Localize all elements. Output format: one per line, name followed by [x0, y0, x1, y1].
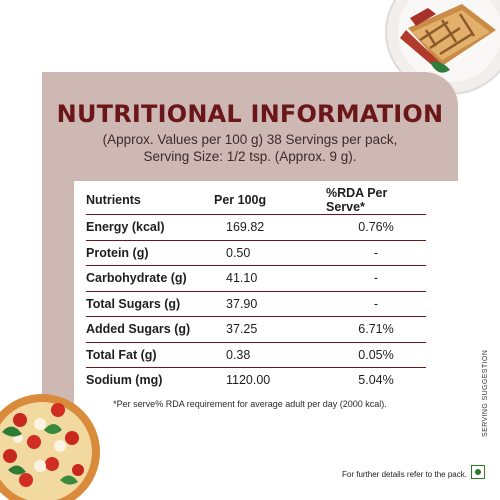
table-row: Total Sugars (g) 37.90 - [86, 291, 426, 317]
nutrient-name: Protein (g) [86, 240, 214, 266]
rda-value: - [326, 291, 426, 317]
pizza-image [0, 394, 100, 500]
per-100g-value: 0.38 [214, 342, 326, 368]
rda-value: - [326, 265, 426, 292]
rda-value: - [326, 240, 426, 266]
rda-value: 5.04% [358, 373, 394, 388]
page-title: NUTRITIONAL INFORMATION [56, 100, 444, 128]
rda-value: 0.05% [326, 342, 426, 368]
serving-info-line-2: Serving Size: 1/2 tsp. (Approx. 9 g). [143, 149, 357, 164]
column-header-per-100g: Per 100g [214, 186, 326, 215]
per-100g-value: 41.10 [214, 265, 326, 292]
table-row: Protein (g) 0.50 - [86, 240, 426, 266]
nutrient-name: Total Sugars (g) [86, 291, 214, 317]
nutrition-table: Nutrients Per 100g %RDA Per Serve* Energ… [86, 186, 426, 393]
per-100g-value: 37.90 [214, 291, 326, 317]
table-row: Total Fat (g) 0.38 0.05% [86, 342, 426, 368]
nutrient-name: Sodium (mg) [86, 373, 163, 388]
rda-footnote: *Per serve% RDA requirement for average … [113, 399, 387, 409]
rda-value: 6.71% [326, 316, 426, 343]
per-100g-value: 37.25 [214, 316, 326, 343]
serving-suggestion-label: SERVING SUGGESTION [482, 349, 489, 437]
rda-value: 0.76% [326, 214, 426, 241]
per-100g-value: 1120.00 [226, 373, 271, 388]
further-details-note: For further details refer to the pack. [342, 470, 467, 479]
nutrient-name: Added Sugars (g) [86, 316, 214, 343]
per-100g-value: 0.50 [214, 240, 326, 266]
column-header-rda: %RDA Per Serve* [326, 186, 426, 215]
table-header-row: Nutrients Per 100g %RDA Per Serve* [86, 186, 426, 215]
table-row: Carbohydrate (g) 41.10 - [86, 265, 426, 292]
column-header-nutrients: Nutrients [86, 186, 214, 215]
table-row: Energy (kcal) 169.82 0.76% [86, 214, 426, 241]
nutrient-name: Total Fat (g) [86, 342, 214, 368]
nutrient-name: Energy (kcal) [86, 214, 214, 241]
table-row: Sodium (mg) 1120.00 5.04% [86, 368, 426, 393]
table-row: Added Sugars (g) 37.25 6.71% [86, 316, 426, 343]
vegetarian-mark-icon [471, 465, 485, 479]
vegetarian-dot [474, 468, 481, 475]
nutrient-name: Carbohydrate (g) [86, 265, 214, 292]
serving-info-line-1: (Approx. Values per 100 g) 38 Servings p… [102, 132, 398, 147]
per-100g-value: 169.82 [214, 214, 326, 241]
sandwich-plate-image [385, 0, 500, 95]
